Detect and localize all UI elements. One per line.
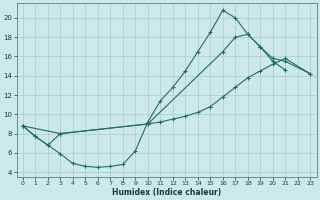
X-axis label: Humidex (Indice chaleur): Humidex (Indice chaleur)	[112, 188, 221, 197]
